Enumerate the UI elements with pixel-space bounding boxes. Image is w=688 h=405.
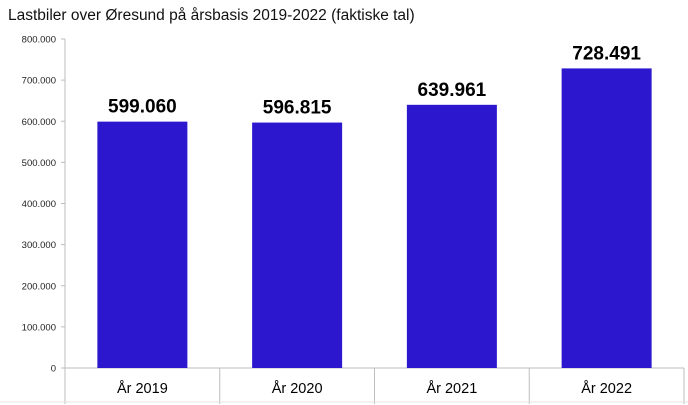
x-tick-label: År 2021 bbox=[426, 380, 477, 397]
y-tick-label: 700.000 bbox=[22, 76, 56, 87]
y-tick-label: 100.000 bbox=[22, 322, 56, 333]
bar-år-2020 bbox=[252, 122, 343, 368]
y-tick-label: 600.000 bbox=[22, 117, 56, 128]
y-tick-label: 500.000 bbox=[22, 158, 56, 169]
chart-title: Lastbiler over Øresund på årsbasis 2019-… bbox=[8, 7, 415, 24]
x-tick-label: År 2019 bbox=[117, 380, 168, 397]
x-tick-label: År 2022 bbox=[581, 380, 632, 397]
y-tick-label: 800.000 bbox=[22, 35, 56, 46]
bar-år-2019 bbox=[97, 121, 188, 369]
bar-år-2021 bbox=[406, 104, 497, 368]
data-label: 728.491 bbox=[572, 43, 641, 64]
x-tick-label: År 2020 bbox=[272, 380, 323, 397]
y-tick-label: 0 bbox=[51, 364, 56, 375]
data-label: 596.815 bbox=[263, 98, 332, 119]
y-tick-label: 300.000 bbox=[22, 240, 56, 251]
bar-år-2022 bbox=[561, 68, 652, 368]
y-tick-label: 200.000 bbox=[22, 281, 56, 292]
data-label: 639.961 bbox=[418, 80, 487, 101]
data-label: 599.060 bbox=[108, 97, 177, 118]
y-tick-label: 400.000 bbox=[22, 199, 56, 210]
